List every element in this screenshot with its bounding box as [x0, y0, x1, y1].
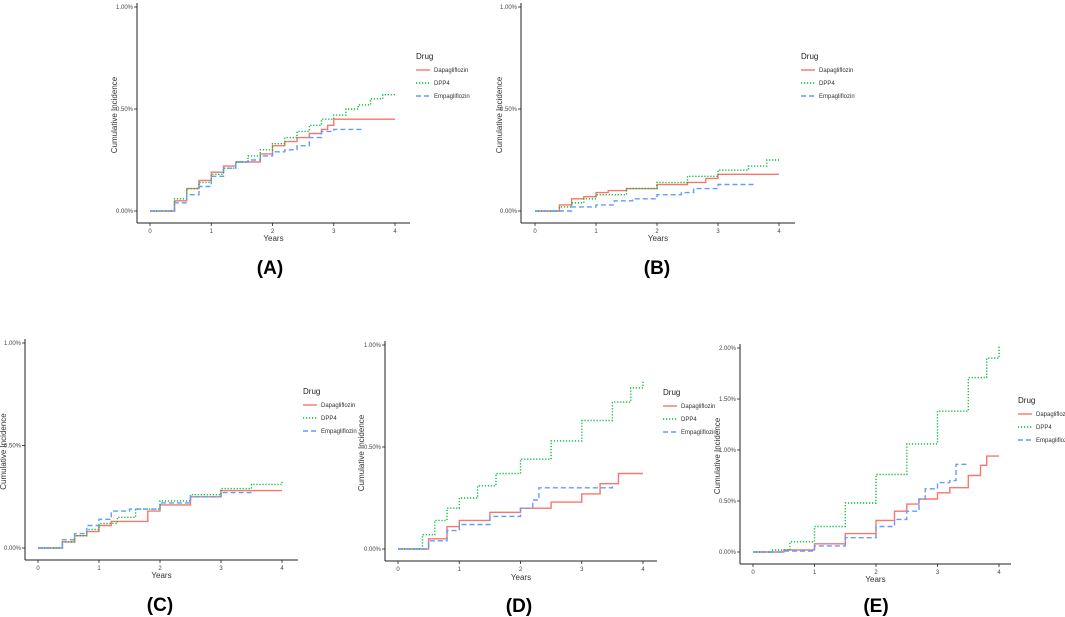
series-line-dpp4 — [535, 159, 779, 212]
panel-label: (E) — [863, 596, 888, 617]
y-tick-label: 0.50% — [719, 499, 737, 505]
x-tick-label: 4 — [280, 566, 284, 572]
x-tick-label: 4 — [777, 229, 781, 235]
x-tick-label: 0 — [148, 229, 152, 235]
x-tick-label: 1 — [210, 229, 214, 235]
legend-label: Dapagliflozin — [681, 404, 715, 410]
x-tick-label: 3 — [332, 229, 336, 235]
legend-title: Drug — [801, 52, 818, 61]
x-tick-label: 3 — [219, 566, 223, 572]
x-tick-label: 0 — [36, 566, 40, 572]
y-tick-label: 2.00% — [719, 346, 737, 352]
series-line-dapagliflozin — [753, 455, 999, 553]
x-tick-label: 3 — [936, 570, 940, 576]
y-tick-label: 0.50% — [4, 444, 22, 450]
legend-title: Drug — [416, 52, 433, 61]
y-tick-label: 1.50% — [719, 397, 737, 403]
y-tick-label: 1.00% — [719, 448, 737, 454]
legend-label: Dapagliflozin — [434, 68, 468, 74]
legend-label: Empagliflozin — [321, 429, 357, 435]
x-tick-label: 0 — [751, 570, 755, 576]
y-tick-label: 0.50% — [116, 107, 134, 113]
y-axis-title: Cumulative Incidence — [713, 417, 722, 494]
legend-title: Drug — [303, 387, 320, 396]
series-line-empagliflozin — [38, 491, 252, 549]
x-axis-title: Years — [151, 571, 171, 580]
series-line-dpp4 — [398, 381, 644, 550]
chart-panel: 0.00% 0.50% 1.00% 0 1 2 3 4 Years Cumulative Inci… — [495, 3, 855, 279]
chart-panel: 0.00% 0.50% 1.00% 0 1 2 3 4 Years Cumulative Inci… — [0, 339, 357, 616]
y-tick-label: 0.00% — [500, 209, 518, 215]
x-tick-label: 2 — [655, 229, 659, 235]
legend-label: DPP4 — [681, 417, 697, 423]
y-tick-label: 0.00% — [116, 209, 134, 215]
legend-title: Drug — [663, 388, 680, 397]
y-tick-label: 0.50% — [500, 107, 518, 113]
x-tick-label: 1 — [97, 566, 101, 572]
y-tick-label: 1.00% — [116, 5, 134, 11]
legend-label: DPP4 — [434, 81, 450, 87]
x-tick-label: 1 — [458, 567, 462, 573]
series-line-empagliflozin — [753, 463, 969, 553]
y-tick-label: 1.00% — [500, 5, 518, 11]
legend-label: Dapagliflozin — [819, 68, 853, 74]
chart-panel: 0.00% 0.50% 1.00% 1.50% 2.00% 0 1 2 3 4 Years Cumul… — [713, 344, 1065, 617]
legend-label: Dapagliflozin — [321, 403, 355, 409]
x-tick-label: 1 — [813, 570, 817, 576]
legend-label: Empagliflozin — [434, 94, 470, 100]
x-tick-label: 1 — [594, 229, 598, 235]
legend-label: DPP4 — [321, 416, 337, 422]
x-tick-label: 4 — [641, 567, 645, 573]
x-tick-label: 0 — [396, 567, 400, 573]
legend-label: Empagliflozin — [1036, 438, 1065, 444]
x-tick-label: 4 — [393, 229, 397, 235]
series-line-dapagliflozin — [398, 472, 643, 550]
chart-panel: 0.00% 0.50% 1.00% 0 1 2 3 4 Years Cumulative Inci… — [357, 341, 717, 617]
y-axis-title: Cumulative Incidence — [495, 76, 504, 153]
legend-label: Empagliflozin — [819, 94, 855, 100]
panel-label: (A) — [257, 258, 283, 279]
legend-label: DPP4 — [1036, 425, 1052, 431]
chart-panel: 0.00% 0.50% 1.00% 0 1 2 3 4 Years Cumulative Inci… — [110, 3, 470, 279]
x-tick-label: 4 — [997, 570, 1001, 576]
series-line-dapagliflozin — [535, 173, 779, 212]
series-line-empagliflozin — [535, 183, 755, 212]
y-tick-label: 1.00% — [4, 341, 22, 347]
legend-label: DPP4 — [819, 81, 835, 87]
x-tick-label: 3 — [716, 229, 720, 235]
legend-label: Empagliflozin — [681, 430, 717, 436]
x-tick-label: 2 — [158, 566, 162, 572]
y-tick-label: 0.00% — [719, 550, 737, 556]
y-tick-label: 0.00% — [364, 547, 382, 553]
x-tick-label: 3 — [580, 567, 584, 573]
x-tick-label: 0 — [533, 229, 537, 235]
panel-label: (D) — [506, 596, 532, 617]
x-tick-label: 2 — [874, 570, 878, 576]
x-tick-label: 2 — [519, 567, 523, 573]
y-axis-title: Cumulative Incidence — [110, 76, 119, 153]
x-axis-title: Years — [511, 573, 531, 582]
y-axis-title: Cumulative Incidence — [357, 414, 366, 491]
series-line-dpp4 — [150, 94, 395, 212]
legend-label: Dapagliflozin — [1036, 412, 1065, 418]
legend-title: Drug — [1018, 396, 1035, 405]
y-tick-label: 0.50% — [364, 445, 382, 451]
series-line-empagliflozin — [150, 128, 365, 212]
panel-label: (C) — [147, 595, 173, 616]
series-line-empagliflozin — [398, 485, 614, 550]
x-axis-title: Years — [263, 234, 283, 243]
x-axis-title: Years — [865, 575, 885, 584]
panel-label: (B) — [644, 258, 670, 279]
y-axis-title: Cumulative Incidence — [0, 413, 8, 490]
y-tick-label: 0.00% — [4, 546, 22, 552]
x-tick-label: 2 — [271, 229, 275, 235]
y-tick-label: 1.00% — [364, 343, 382, 349]
x-axis-title: Years — [648, 234, 668, 243]
